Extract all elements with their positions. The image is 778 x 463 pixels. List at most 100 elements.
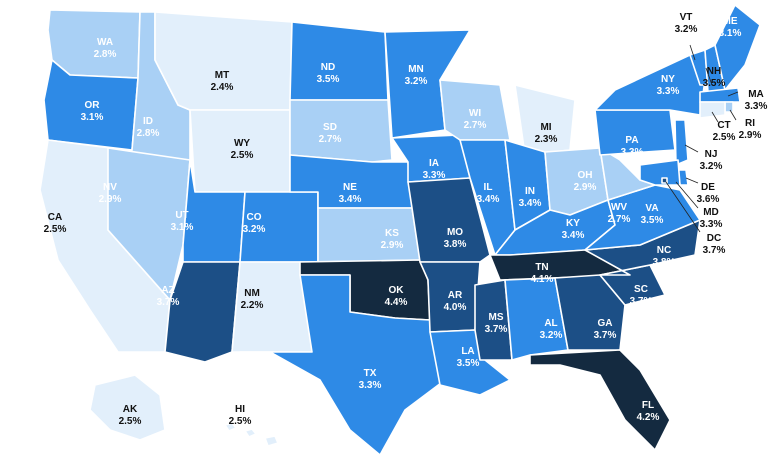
- state-label-ms: MS: [489, 312, 504, 323]
- state-label-ny: NY: [661, 74, 675, 85]
- state-label-ok: OK: [389, 285, 405, 296]
- state-me: [714, 4, 761, 91]
- state-value-wv: 2.7%: [608, 214, 631, 225]
- state-value-md: 3.3%: [700, 219, 723, 230]
- state-label-ca: CA: [48, 212, 62, 223]
- leader-line-ct: [711, 111, 719, 123]
- state-value-wi: 2.7%: [464, 120, 487, 131]
- state-label-va: VA: [645, 203, 658, 214]
- state-ms: [474, 279, 513, 361]
- state-label-ks: KS: [385, 228, 399, 239]
- state-value-wy: 2.5%: [231, 150, 254, 161]
- state-ga: [554, 274, 626, 351]
- state-nj: [674, 119, 689, 166]
- state-label-sd: SD: [323, 122, 337, 133]
- state-label-md: MD: [703, 207, 719, 218]
- state-label-dc: DC: [707, 233, 721, 244]
- state-value-ca: 2.5%: [44, 224, 67, 235]
- state-value-ut: 3.1%: [171, 222, 194, 233]
- state-value-mn: 3.2%: [405, 76, 428, 87]
- state-value-ks: 2.9%: [381, 240, 404, 251]
- state-label-wi: WI: [469, 108, 481, 119]
- leader-line-md: [675, 181, 699, 209]
- state-al: [504, 277, 569, 361]
- state-value-pa: 3.3%: [621, 147, 644, 158]
- state-value-nj: 3.2%: [700, 161, 723, 172]
- state-value-mo: 3.8%: [444, 239, 467, 250]
- state-value-sd: 2.7%: [319, 134, 342, 145]
- state-ri: [724, 101, 734, 113]
- state-label-nm: NM: [244, 288, 260, 299]
- state-label-ky: KY: [566, 218, 580, 229]
- state-value-ok: 4.4%: [385, 297, 408, 308]
- state-value-id: 2.8%: [137, 128, 160, 139]
- state-label-wy: WY: [234, 138, 250, 149]
- state-ma: [699, 87, 741, 103]
- state-label-de: DE: [701, 182, 715, 193]
- state-label-nh: NH: [707, 66, 721, 77]
- state-value-ar: 4.0%: [444, 302, 467, 313]
- state-label-ar: AR: [448, 290, 463, 301]
- state-value-hi: 2.5%: [229, 416, 252, 427]
- state-value-or: 3.1%: [81, 112, 104, 123]
- state-value-wa: 2.8%: [94, 49, 117, 60]
- state-value-ri: 2.9%: [739, 130, 762, 141]
- state-value-vt: 3.2%: [675, 24, 698, 35]
- leader-line-nh: [705, 67, 713, 86]
- state-value-il: 3.4%: [477, 194, 500, 205]
- state-value-ny: 3.3%: [657, 86, 680, 97]
- state-sd: [289, 99, 393, 163]
- state-value-mi: 2.3%: [535, 134, 558, 145]
- state-label-nj: NJ: [705, 149, 718, 160]
- state-label-il: IL: [484, 182, 493, 193]
- leader-line-vt: [689, 44, 696, 61]
- state-tx: [239, 274, 446, 456]
- state-value-la: 3.5%: [457, 358, 480, 369]
- state-value-ct: 2.5%: [713, 132, 736, 143]
- state-label-fl: FL: [642, 400, 654, 411]
- state-label-mt: MT: [215, 70, 229, 81]
- state-label-id: ID: [143, 116, 153, 127]
- state-value-al: 3.2%: [540, 330, 563, 341]
- state-label-ri: RI: [745, 118, 755, 129]
- state-label-in: IN: [525, 186, 535, 197]
- state-value-sc: 3.7%: [630, 296, 653, 307]
- leader-line-dc: [665, 181, 701, 233]
- state-label-mo: MO: [447, 227, 463, 238]
- state-value-ak: 2.5%: [119, 416, 142, 427]
- state-value-nm: 2.2%: [241, 300, 264, 311]
- state-value-az: 3.7%: [157, 297, 180, 308]
- state-label-mn: MN: [408, 64, 424, 75]
- state-label-wv: WV: [611, 202, 627, 213]
- state-value-fl: 4.2%: [637, 412, 660, 423]
- state-value-nh: 3.5%: [703, 78, 726, 89]
- state-label-ga: GA: [598, 318, 613, 329]
- state-label-hi: HI: [235, 404, 245, 415]
- state-value-nc: 3.8%: [653, 257, 676, 268]
- state-value-tx: 3.3%: [359, 380, 382, 391]
- state-ny: [594, 54, 706, 116]
- state-label-sc: SC: [634, 284, 648, 295]
- state-value-nv: 2.9%: [99, 194, 122, 205]
- state-value-ma: 3.3%: [745, 101, 768, 112]
- state-label-ct: CT: [717, 120, 730, 131]
- state-value-ga: 3.7%: [594, 330, 617, 341]
- state-label-tn: TN: [535, 262, 548, 273]
- state-fl: [529, 349, 671, 451]
- state-value-de: 3.6%: [697, 194, 720, 205]
- state-ct: [699, 101, 726, 119]
- state-label-nv: NV: [103, 182, 117, 193]
- leader-line-ma: [727, 91, 739, 97]
- state-value-va: 3.5%: [641, 215, 664, 226]
- leader-line-nj: [684, 144, 699, 153]
- state-value-nd: 3.5%: [317, 74, 340, 85]
- state-va: [584, 184, 701, 251]
- state-value-in: 3.4%: [519, 198, 542, 209]
- state-label-or: OR: [85, 100, 101, 111]
- state-label-tx: TX: [364, 368, 377, 379]
- state-ks: [317, 207, 421, 263]
- state-value-mt: 2.4%: [211, 82, 234, 93]
- state-value-ia: 3.3%: [423, 170, 446, 181]
- state-label-nc: NC: [657, 245, 671, 256]
